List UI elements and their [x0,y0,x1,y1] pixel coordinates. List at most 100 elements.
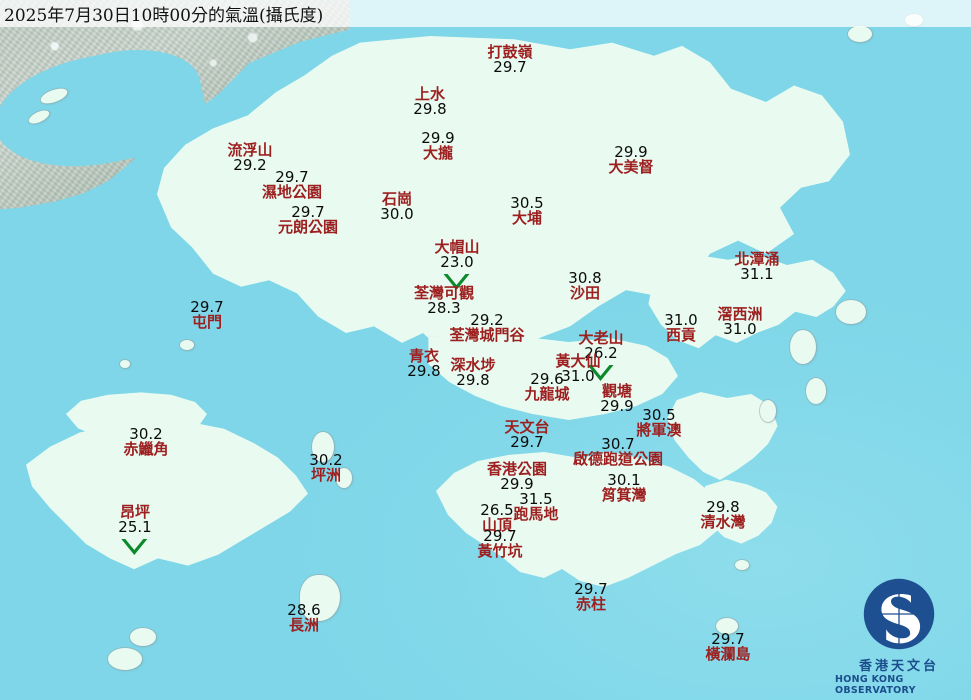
station-label: 30.2 坪洲 [309,451,343,485]
station-label: 滘西洲 31.0 [717,306,762,339]
station-temperature-value: 30.5 [510,194,544,212]
station-name: 北潭涌 [734,250,780,268]
title-bar: 2025年7月30日10時00分的氣溫(攝氏度) [0,0,971,27]
station-label: 29.7 屯門 [190,299,223,331]
station-name: 天文台 [504,418,550,436]
station-temperature-value: 30.5 [642,406,676,424]
station-name: 大老山 [578,329,624,347]
station-name: 打鼓嶺 [487,43,533,61]
station-label: 29.6 九龍城 [524,371,570,404]
station-temperature-value: 30.8 [568,269,602,287]
station-temperature-value: 30.0 [380,205,414,224]
islet [336,468,352,488]
station-name: 橫瀾島 [705,645,751,664]
station-name: 赤鱲角 [123,440,169,459]
station-name: 石崗 [381,190,412,208]
station-label: 石崗 30.0 [380,190,414,224]
islet [848,26,872,42]
station-temperature-value: 31.0 [723,320,757,339]
station-name: 清水灣 [700,513,746,532]
station-name: 深水埗 [450,356,496,374]
islet [836,300,866,324]
station-temperature-value: 29.9 [500,475,534,494]
station-name: 上水 [414,85,445,103]
station-temperature-value: 28.6 [287,601,321,619]
station-name: 大埔 [511,209,542,228]
station-name: 觀塘 [601,382,632,400]
station-name: 黃竹坑 [477,542,523,561]
station-name: 山頂 [481,516,512,535]
station-name: 長洲 [288,616,319,635]
station-temperature-value: 25.1 [118,518,152,537]
station-temperature-value: 30.1 [607,471,641,489]
station-label: 青衣 29.8 [407,347,440,380]
islet [312,432,334,462]
station-label: 大帽山 23.0 [434,239,480,290]
station-name: 濕地公園 [261,183,323,202]
station-label: 天文台 29.7 [504,418,550,452]
station-label: 昂坪 25.1 [118,504,152,555]
station-temperature-value: 29.7 [275,168,309,186]
station-temperature-value: 29.8 [413,100,447,119]
station-temperature-value: 29.9 [421,129,455,147]
page-title: 2025年7月30日10時00分的氣溫(攝氏度) [4,6,324,26]
station-name: 西貢 [665,326,696,345]
station-label: 上水 29.8 [413,85,447,119]
station-name: 赤柱 [575,595,606,614]
station-name: 跑馬地 [513,505,559,524]
station-temperature-value: 29.2 [470,311,504,329]
station-temperature-value: 29.7 [574,580,608,598]
station-temperature-value: 30.2 [309,451,343,469]
station-temperature-value: 29.7 [510,433,544,452]
logo-chinese-text: 香港天文台 [858,659,939,674]
station-temperature-value: 29.7 [493,58,527,77]
station-label: 觀塘 29.9 [600,382,633,415]
station-name: 筲箕灣 [601,486,647,505]
station-label: 29.7 濕地公園 [261,168,323,202]
station-temperature-value: 29.8 [456,371,490,390]
station-label: 黃大仙 31.0 [555,353,600,385]
station-label: 30.5 大埔 [510,194,544,228]
station-name: 啟德跑道公園 [572,450,664,469]
station-temperature-value: 28.3 [427,299,461,318]
islet [806,378,826,404]
station-label: 31.0 西貢 [664,311,698,345]
station-label: 北潭涌 31.1 [734,250,780,283]
station-temperature-value: 29.2 [233,156,267,175]
islet [300,575,340,621]
station-temperature-value: 23.0 [440,253,474,272]
station-temperature-value: 31.0 [664,311,698,329]
station-label: 流浮山 29.2 [227,141,273,175]
station-temperature-value: 30.7 [601,435,635,453]
station-label: 29.7 赤柱 [574,580,608,614]
station-name: 坪洲 [310,466,341,485]
islet [760,400,776,422]
station-label: 打鼓嶺 29.7 [487,43,533,77]
islet [716,618,738,634]
station-temperature-value: 29.8 [706,498,740,516]
station-label: 28.6 長洲 [287,601,321,635]
station-name: 青衣 [408,347,439,365]
station-name: 荃灣城門谷 [449,326,525,345]
station-label: 29.7 黃竹坑 [477,527,523,561]
station-label: 荃灣可觀 28.3 [413,284,475,318]
station-name: 九龍城 [524,385,570,404]
station-label: 29.7 橫瀾島 [705,631,751,664]
station-label: 30.8 沙田 [568,269,602,302]
station-name: 流浮山 [227,141,273,159]
station-label: 31.5 跑馬地 [513,490,559,524]
station-label: 29.8 清水灣 [700,498,746,532]
station-temperature-value: 29.9 [614,143,648,161]
station-name: 香港公園 [486,460,548,478]
islet [180,340,194,350]
station-temperature-value: 26.2 [584,344,618,363]
station-temperature-value: 29.7 [483,527,517,545]
station-label: 深水埗 29.8 [450,356,496,390]
station-name: 將軍澳 [636,421,682,440]
station-label: 29.2 荃灣城門谷 [449,311,525,345]
station-temperature-value: 31.5 [519,490,553,508]
station-name: 荃灣可觀 [413,284,475,302]
station-label: 29.7 元朗公園 [278,204,338,236]
station-name: 大美督 [608,158,654,177]
